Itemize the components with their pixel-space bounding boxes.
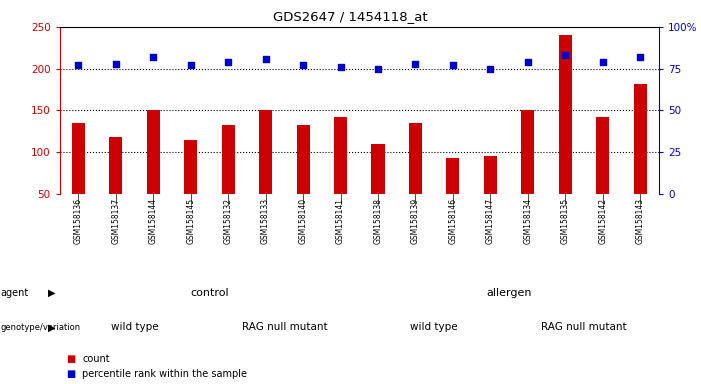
Text: GSM158141: GSM158141: [336, 198, 345, 244]
Bar: [484, 156, 497, 194]
Bar: [596, 117, 609, 194]
Bar: [409, 123, 422, 194]
Bar: [297, 124, 310, 194]
Point: [485, 66, 496, 72]
Text: percentile rank within the sample: percentile rank within the sample: [82, 369, 247, 379]
Bar: [372, 144, 385, 194]
Text: GSM158135: GSM158135: [561, 198, 570, 244]
Text: agent: agent: [1, 288, 29, 298]
Bar: [184, 140, 197, 194]
Text: GSM158146: GSM158146: [449, 198, 458, 244]
Text: GSM158138: GSM158138: [374, 198, 383, 244]
Text: GSM158134: GSM158134: [524, 198, 532, 244]
Bar: [72, 123, 85, 194]
Text: ▶: ▶: [48, 322, 55, 333]
Point: [260, 56, 271, 62]
Point: [148, 54, 159, 60]
Point: [559, 52, 571, 58]
Bar: [334, 117, 347, 194]
Bar: [222, 124, 235, 194]
Point: [335, 64, 346, 70]
Bar: [447, 158, 459, 194]
Bar: [522, 111, 534, 194]
Bar: [634, 84, 647, 194]
Text: GSM158137: GSM158137: [111, 198, 121, 244]
Bar: [559, 35, 572, 194]
Text: count: count: [82, 354, 109, 364]
Point: [185, 62, 196, 68]
Text: GSM158147: GSM158147: [486, 198, 495, 244]
Text: ▶: ▶: [48, 288, 55, 298]
Bar: [147, 111, 160, 194]
Point: [73, 62, 84, 68]
Text: wild type: wild type: [410, 322, 458, 333]
Point: [522, 59, 533, 65]
Point: [447, 62, 458, 68]
Bar: [259, 111, 272, 194]
Point: [372, 66, 383, 72]
Point: [410, 61, 421, 67]
Bar: [109, 137, 123, 194]
Text: ■: ■: [67, 354, 76, 364]
Text: GSM158133: GSM158133: [261, 198, 270, 244]
Text: GSM158145: GSM158145: [186, 198, 195, 244]
Point: [222, 59, 233, 65]
Point: [634, 54, 646, 60]
Text: GSM158144: GSM158144: [149, 198, 158, 244]
Point: [110, 61, 121, 67]
Text: allergen: allergen: [486, 288, 532, 298]
Text: genotype/variation: genotype/variation: [1, 323, 81, 332]
Point: [297, 62, 308, 68]
Text: GDS2647 / 1454118_at: GDS2647 / 1454118_at: [273, 10, 428, 23]
Text: GSM158143: GSM158143: [636, 198, 645, 244]
Point: [597, 59, 608, 65]
Text: GSM158140: GSM158140: [299, 198, 308, 244]
Text: GSM158136: GSM158136: [74, 198, 83, 244]
Text: RAG null mutant: RAG null mutant: [242, 322, 327, 333]
Text: ■: ■: [67, 369, 76, 379]
Text: GSM158132: GSM158132: [224, 198, 233, 244]
Text: wild type: wild type: [111, 322, 158, 333]
Text: control: control: [190, 288, 229, 298]
Text: GSM158139: GSM158139: [411, 198, 420, 244]
Text: GSM158142: GSM158142: [598, 198, 607, 244]
Text: RAG null mutant: RAG null mutant: [541, 322, 627, 333]
